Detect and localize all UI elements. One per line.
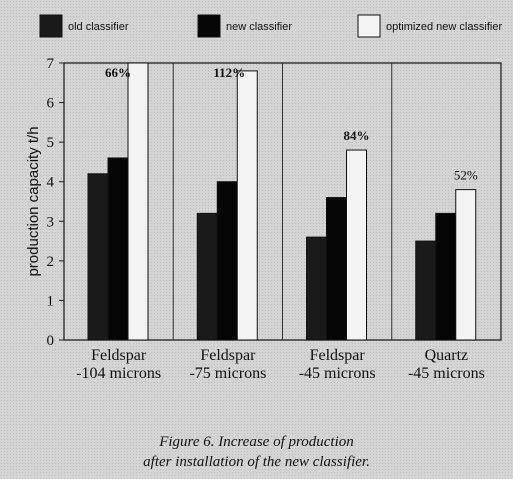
bar-old-classifier (415, 240, 437, 341)
increase-annotation: 84% (344, 128, 370, 143)
bar-new-classifier (326, 197, 347, 341)
y-tick-label: 5 (47, 135, 55, 151)
y-axis-label: production capacity t/h (25, 126, 42, 276)
increase-annotation: 52% (454, 168, 478, 183)
y-tick-label: 7 (47, 56, 55, 72)
category-label-line2: -45 microns (408, 365, 485, 382)
category-label-line1: Feldspar (310, 347, 366, 364)
y-tick-label: 6 (47, 96, 55, 112)
y-tick-label: 0 (47, 333, 55, 349)
category-label-line1: Feldspar (200, 347, 256, 364)
y-tick-label: 2 (47, 254, 55, 270)
legend-label: old classifier (68, 21, 129, 33)
bar-old-classifier (306, 236, 327, 341)
bar-new-classifier (107, 157, 129, 341)
bar-chart: 0 1 2 3 4 5 6 7 production capacity t/h 66% Feldsp… (25, 14, 502, 382)
category-label-line1: Quartz (425, 347, 469, 364)
y-tick-label: 1 (47, 293, 55, 309)
category-label-line1: Feldspar (91, 347, 147, 364)
figure-caption-line-2: after installation of the new classifier… (143, 454, 370, 470)
bar-old-classifier (196, 212, 218, 341)
bar-optimized-new-classifier (236, 70, 258, 341)
increase-annotation: 112% (213, 65, 245, 80)
y-tick-label: 3 (47, 214, 55, 230)
legend-label: optimized new classifier (386, 21, 502, 33)
bar-optimized-new-classifier (127, 62, 149, 341)
legend-swatch (39, 14, 63, 38)
legend-swatch (197, 14, 221, 38)
bar-old-classifier (87, 173, 109, 341)
bar-new-classifier (435, 212, 457, 341)
bar-new-classifier (216, 181, 238, 341)
y-tick-label: 4 (47, 175, 55, 191)
legend-label: new classifier (226, 21, 292, 33)
legend-swatch (357, 14, 381, 38)
bar-optimized-new-classifier (346, 149, 367, 341)
bar-optimized-new-classifier (455, 189, 477, 341)
category-label-line2: -45 microns (299, 365, 376, 382)
increase-annotation: 66% (105, 65, 131, 80)
category-label-line2: -104 microns (76, 365, 161, 382)
category-label-line2: -75 microns (189, 365, 266, 382)
figure-caption-line-1: Figure 6. Increase of production (159, 434, 354, 450)
